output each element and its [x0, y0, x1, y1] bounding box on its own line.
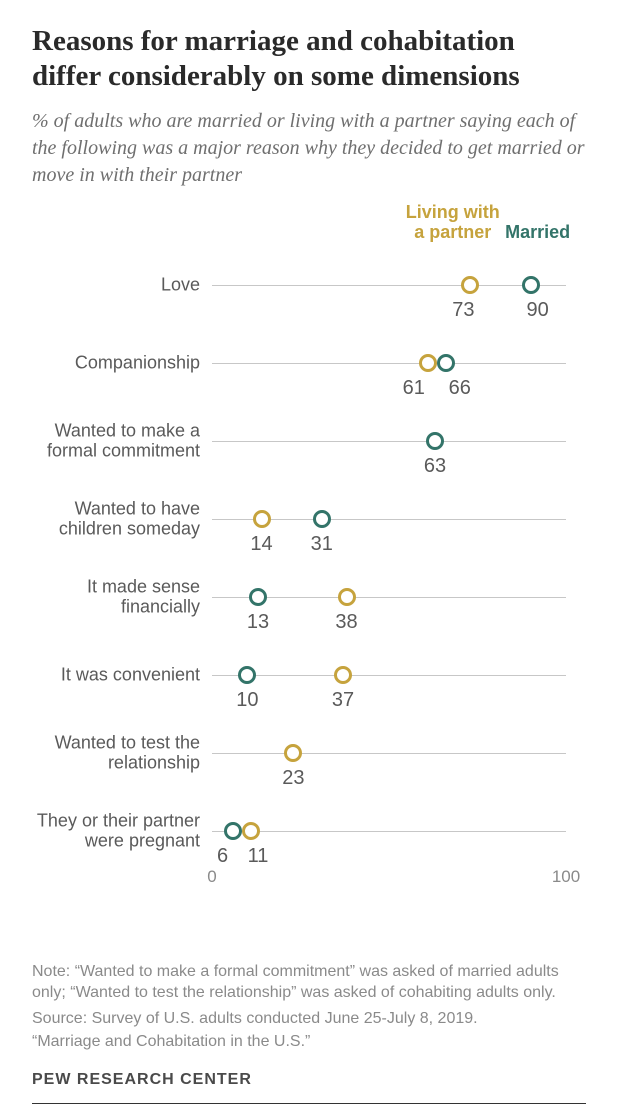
married-dot: [224, 822, 242, 840]
married-dot-value: 6: [217, 845, 228, 868]
brand-label: PEW RESEARCH CENTER: [32, 1071, 586, 1089]
living-dot: [461, 276, 479, 294]
living-dot: [242, 822, 260, 840]
chart-title: Reasons for marriage and cohabitation di…: [32, 24, 586, 94]
row-label: They or their partnerwere pregnant: [0, 810, 212, 851]
married-dot: [522, 276, 540, 294]
x-tick-label: 100: [552, 867, 580, 887]
married-dot-value: 90: [527, 299, 549, 322]
living-dot-value: 11: [248, 845, 269, 868]
living-dot: [338, 588, 356, 606]
married-dot-value: 10: [236, 689, 258, 712]
row-label: It was convenient: [0, 664, 212, 685]
row-label: It made sensefinancially: [0, 576, 212, 617]
source-line: Source: Survey of U.S. adults conducted …: [32, 1008, 586, 1030]
row-axis-line: [212, 753, 566, 754]
married-dot-value: 13: [247, 611, 269, 634]
chart-subtitle: % of adults who are married or living wi…: [32, 108, 586, 189]
living-dot: [334, 666, 352, 684]
living-dot-value: 14: [250, 533, 272, 556]
living-dot-value: 73: [452, 299, 474, 322]
row-axis-line: [212, 831, 566, 832]
row-label: Love: [0, 274, 212, 295]
legend: Living witha partner Married: [212, 197, 566, 245]
row-axis-line: [212, 675, 566, 676]
row-label: Wanted to havechildren someday: [0, 498, 212, 539]
married-dot-value: 31: [311, 533, 333, 556]
row-axis-line: [212, 363, 566, 364]
footnote: Note: “Wanted to make a formal commitmen…: [32, 961, 586, 1004]
living-dot-value: 61: [403, 377, 425, 400]
living-dot-value: 23: [282, 767, 304, 790]
legend-married: Married: [505, 223, 570, 243]
report-name: “Marriage and Cohabitation in the U.S.”: [32, 1031, 586, 1053]
married-dot-value: 63: [424, 455, 446, 478]
chart-area: Living witha partner Married 0100 Love90…: [212, 249, 566, 919]
figure-container: Reasons for marriage and cohabitation di…: [0, 0, 618, 1120]
living-dot-value: 38: [335, 611, 357, 634]
row-axis-line: [212, 441, 566, 442]
living-dot: [284, 744, 302, 762]
row-label: Wanted to make aformal commitment: [0, 420, 212, 461]
row-label: Wanted to test therelationship: [0, 732, 212, 773]
married-dot: [249, 588, 267, 606]
living-dot-value: 37: [332, 689, 354, 712]
married-dot: [437, 354, 455, 372]
living-dot: [253, 510, 271, 528]
bottom-rule: [32, 1103, 586, 1104]
row-label: Companionship: [0, 352, 212, 373]
living-dot: [419, 354, 437, 372]
married-dot: [238, 666, 256, 684]
legend-living: Living witha partner: [406, 203, 500, 243]
married-dot-value: 66: [449, 377, 471, 400]
x-tick-label: 0: [207, 867, 216, 887]
married-dot: [426, 432, 444, 450]
married-dot: [313, 510, 331, 528]
row-axis-line: [212, 285, 566, 286]
